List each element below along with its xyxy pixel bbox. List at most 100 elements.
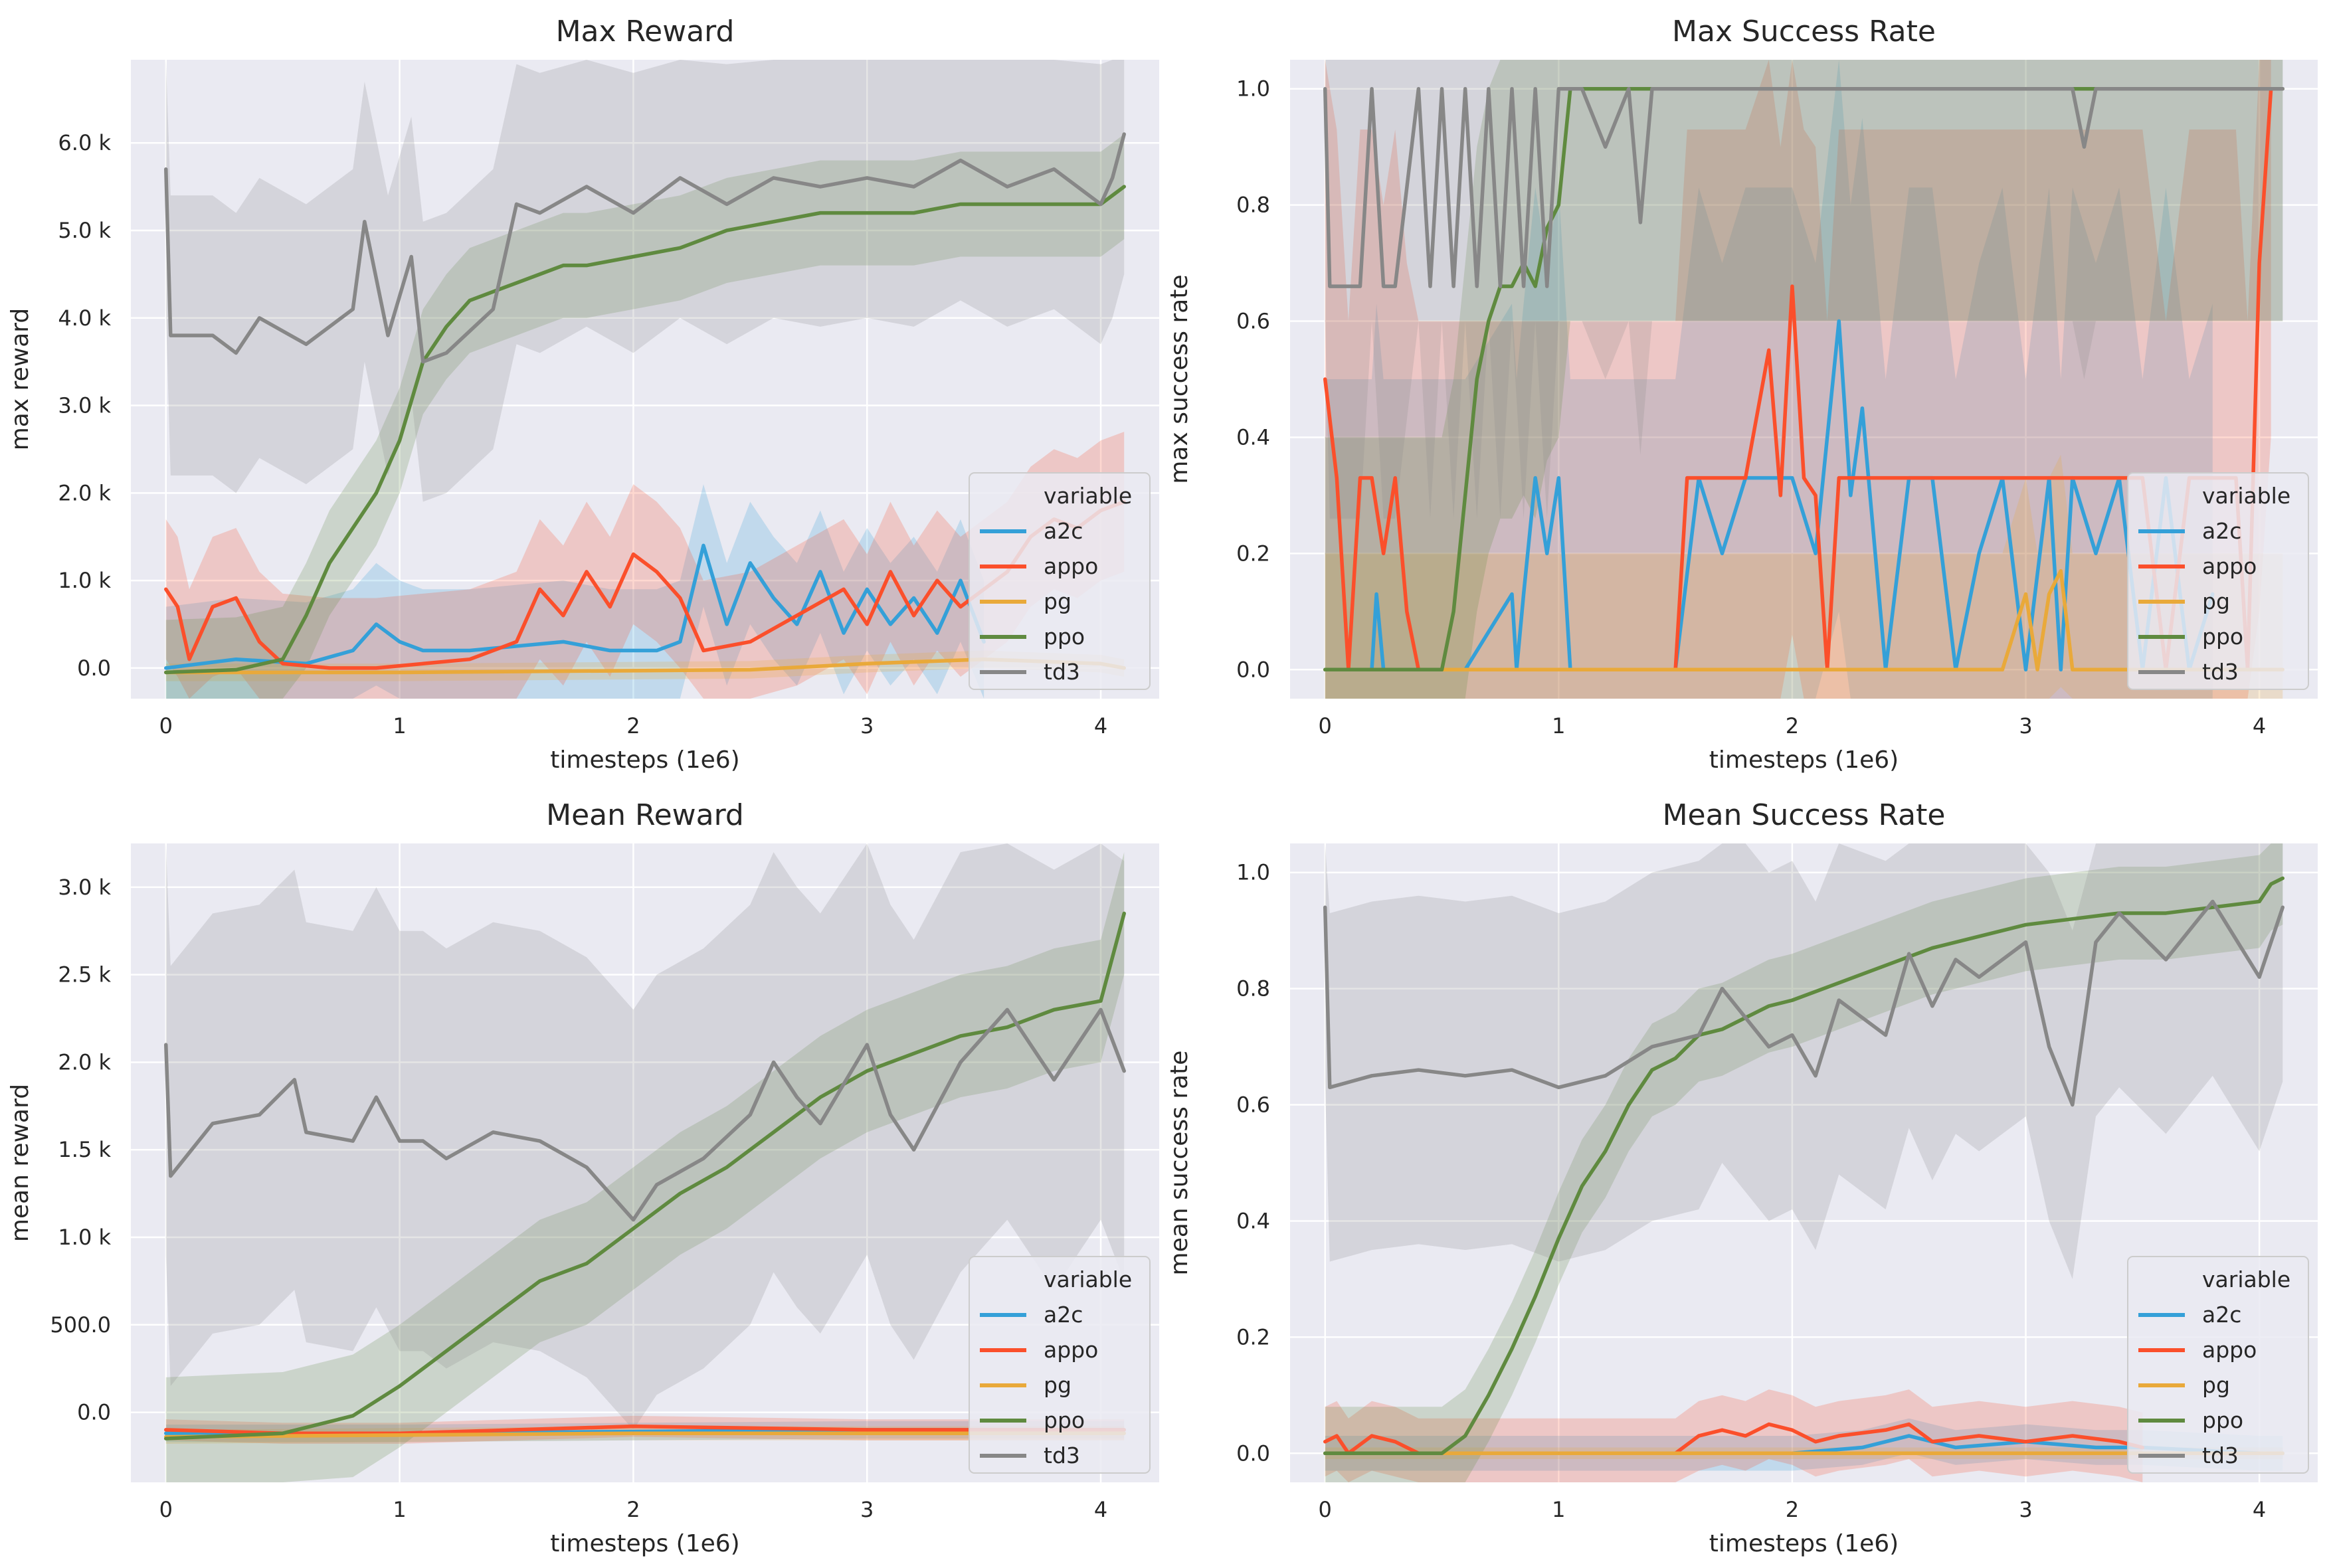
x-tick-label: 1	[1552, 713, 1565, 739]
band-td3	[165, 843, 1125, 1430]
series-line-ppo	[164, 185, 1126, 675]
band-ppo	[1325, 60, 2283, 699]
x-tick-label: 0	[1319, 713, 1332, 739]
y-axis-label: mean success rate	[1166, 1051, 1193, 1276]
x-axis-label: timesteps (1e6)	[1709, 746, 1899, 774]
x-tick-label: 1	[393, 1497, 406, 1522]
series-line-a2c	[164, 543, 986, 670]
legend-label-ppo: ppo	[2202, 624, 2243, 650]
series-lines	[164, 911, 1126, 1440]
legend: variable a2c appo pg ppo td3	[969, 1256, 1151, 1474]
y-tick-label: 500.0	[50, 1312, 111, 1338]
y-tick-label: 5.0 k	[58, 218, 111, 243]
chart-panel-3: 0 1 2 3 4 0.0 500.0 1.0 k 1.5 k 2.0 k 2.5 k 3.0 k Me…	[7, 798, 1159, 1557]
y-tick-label: 0.6	[1236, 309, 1270, 334]
x-tick-label: 2	[1786, 713, 1799, 739]
y-tick-label: 2.5 k	[58, 962, 111, 988]
legend-label-appo: appo	[1044, 553, 1098, 579]
legend-label-td3: td3	[2202, 659, 2239, 685]
legend-title: variable	[1044, 483, 1132, 509]
x-tick-label: 0	[159, 713, 173, 739]
legend-label-appo: appo	[1044, 1337, 1098, 1363]
x-tick-label: 2	[626, 1497, 640, 1522]
legend-label-a2c: a2c	[2202, 1302, 2241, 1328]
series-line-pg	[164, 1431, 1126, 1439]
x-tick-label: 3	[860, 1497, 874, 1522]
legend-label-pg: pg	[1044, 1372, 1072, 1398]
legend-label-a2c: a2c	[1044, 518, 1083, 544]
legend-label-a2c: a2c	[2202, 518, 2241, 544]
y-tick-label: 0.4	[1236, 424, 1270, 450]
legend: variable a2c appo pg ppo td3	[2127, 472, 2309, 690]
x-tick-label: 4	[1094, 713, 1107, 739]
chart-panel-4: 0 1 2 3 4 0.0 0.2 0.4 0.6 0.8 1.0 Mean Success Rate…	[1166, 798, 2318, 1557]
band-a2c	[1325, 60, 2213, 699]
series-line-td3	[1323, 86, 2285, 288]
legend-label-pg: pg	[2202, 588, 2230, 614]
x-axis-label: timesteps (1e6)	[1709, 1530, 1899, 1557]
x-tick-label: 0	[1319, 1497, 1332, 1522]
y-tick-label: 0.2	[1236, 541, 1270, 566]
band-td3	[1325, 843, 2283, 1279]
y-tick-label: 0.8	[1236, 976, 1270, 1002]
y-tick-label: 1.0	[1236, 76, 1270, 102]
y-tick-label: 3.0 k	[58, 875, 111, 900]
x-tick-label: 3	[2019, 713, 2032, 739]
y-tick-label: 0.6	[1236, 1092, 1270, 1118]
y-axis-label: max success rate	[1166, 274, 1193, 483]
chart-title: Max Success Rate	[1672, 15, 1936, 48]
y-tick-label: 0.0	[77, 1400, 111, 1425]
y-tick-label: 4.0 k	[58, 305, 111, 331]
chart-panel-2: 0 1 2 3 4 0.0 0.2 0.4 0.6 0.8 1.0 Max Success Rate t…	[1166, 15, 2318, 774]
legend-label-a2c: a2c	[1044, 1302, 1083, 1328]
chart-title: Mean Success Rate	[1663, 798, 1946, 832]
series-bands	[1325, 843, 2283, 1482]
legend: variable a2c appo pg ppo td3	[2127, 1256, 2309, 1474]
x-tick-label: 4	[1094, 1497, 1107, 1522]
legend-label-ppo: ppo	[1044, 624, 1085, 650]
legend-title: variable	[2202, 1266, 2290, 1292]
x-tick-label: 2	[1786, 1497, 1799, 1522]
y-tick-label: 0.2	[1236, 1324, 1270, 1350]
band-ppo	[165, 852, 1125, 1482]
y-tick-label: 6.0 k	[58, 130, 111, 155]
y-axis-label: max reward	[7, 308, 34, 451]
y-tick-label: 2.0 k	[58, 1049, 111, 1075]
y-tick-label: 1.0 k	[58, 568, 111, 593]
x-tick-label: 3	[2019, 1497, 2032, 1522]
legend-label-pg: pg	[1044, 588, 1072, 614]
y-tick-label: 0.0	[1236, 1440, 1270, 1466]
x-tick-label: 1	[393, 713, 406, 739]
x-tick-label: 4	[2253, 1497, 2266, 1522]
legend-title: variable	[1044, 1266, 1132, 1292]
x-tick-label: 0	[159, 1497, 173, 1522]
series-line-a2c	[1323, 319, 2215, 672]
y-tick-label: 1.0 k	[58, 1225, 111, 1250]
chart-title: Mean Reward	[546, 798, 744, 832]
legend: variable a2c appo pg ppo td3	[969, 472, 1151, 690]
legend-label-td3: td3	[1044, 659, 1080, 685]
band-td3	[165, 60, 1125, 502]
x-axis-label: timesteps (1e6)	[550, 1530, 739, 1557]
band-td3	[1325, 60, 2283, 519]
x-tick-label: 3	[860, 713, 874, 739]
legend-label-appo: appo	[2202, 1337, 2257, 1363]
band-ppo	[1325, 843, 2283, 1482]
y-tick-label: 3.0 k	[58, 393, 111, 418]
legend-label-td3: td3	[2202, 1442, 2239, 1468]
chart-title: Max Reward	[556, 15, 735, 48]
chart-panel-1: 0 1 2 3 4 0.0 1.0 k 2.0 k 3.0 k 4.0 k 5.0 k 6.0 k Ma…	[7, 15, 1159, 774]
legend-label-td3: td3	[1044, 1442, 1080, 1468]
series-line-ppo	[164, 911, 1126, 1440]
y-axis-label: mean reward	[7, 1084, 34, 1242]
series-line-appo	[1323, 1422, 2145, 1456]
y-tick-label: 1.5 k	[58, 1137, 111, 1162]
legend-label-pg: pg	[2202, 1372, 2230, 1398]
legend-label-ppo: ppo	[2202, 1407, 2243, 1433]
legend-title: variable	[2202, 483, 2290, 509]
y-tick-label: 0.4	[1236, 1208, 1270, 1233]
series-line-td3	[164, 1007, 1126, 1222]
x-tick-label: 1	[1552, 1497, 1565, 1522]
x-axis-label: timesteps (1e6)	[550, 746, 739, 774]
